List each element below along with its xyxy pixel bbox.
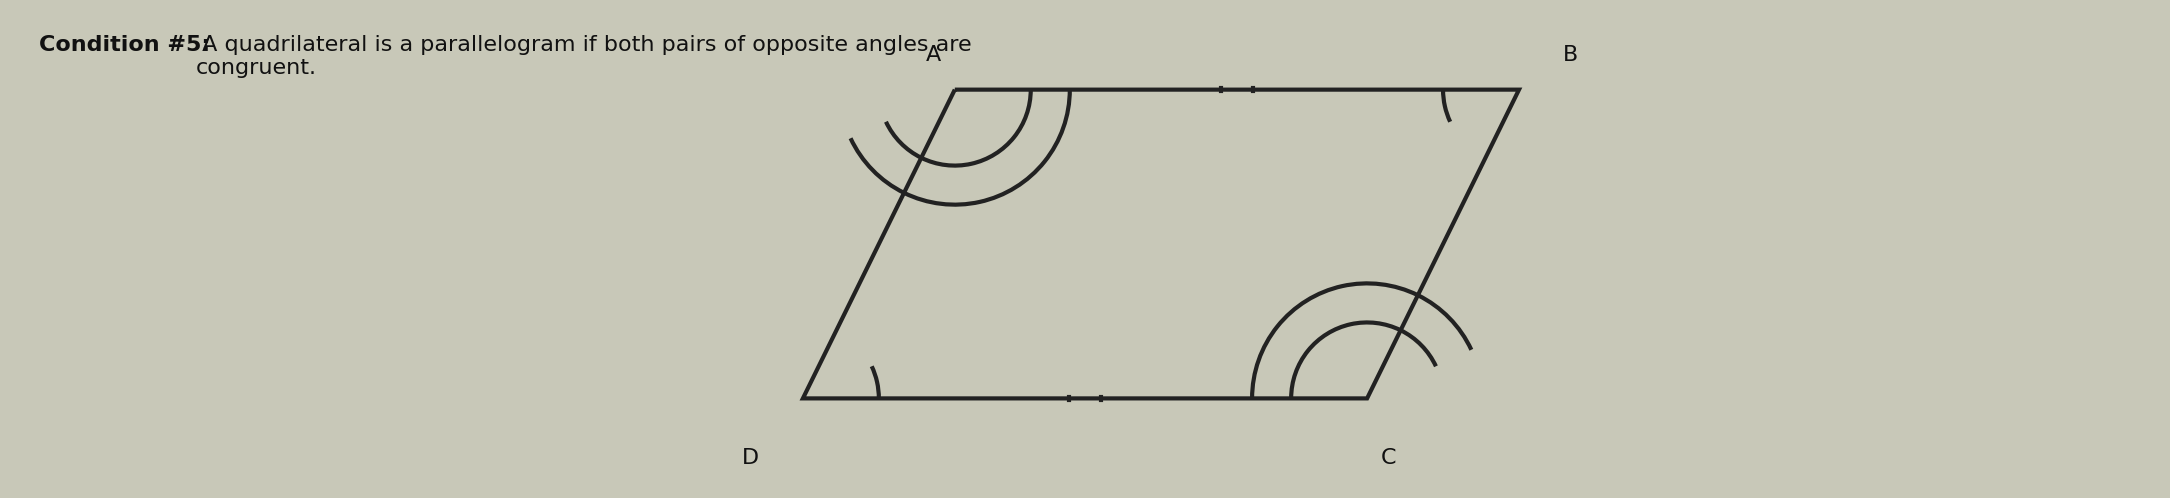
- Text: C: C: [1380, 448, 1397, 468]
- Text: A: A: [924, 45, 942, 65]
- Text: D: D: [742, 448, 760, 468]
- Text: A quadrilateral is a parallelogram if both pairs of opposite angles are
congruen: A quadrilateral is a parallelogram if bo…: [195, 35, 972, 78]
- Text: Condition #5:: Condition #5:: [39, 35, 210, 55]
- Text: B: B: [1562, 45, 1578, 65]
